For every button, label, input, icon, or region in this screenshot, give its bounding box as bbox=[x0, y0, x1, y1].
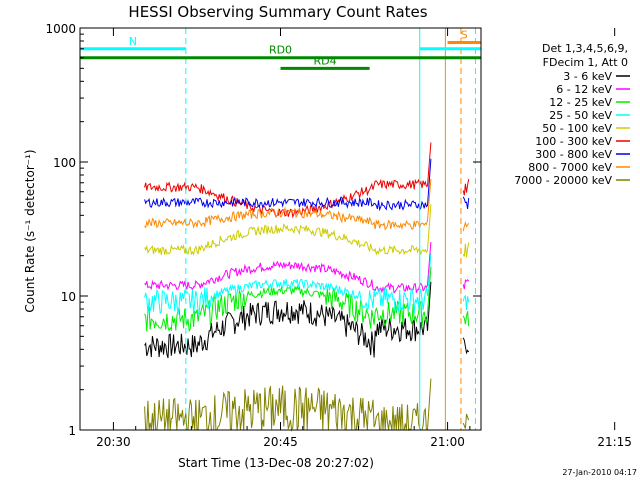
x-tick-label: 20:30 bbox=[96, 435, 131, 449]
x-tick-label: 21:00 bbox=[430, 435, 465, 449]
footer-date: 27-Jan-2010 04:17 bbox=[562, 468, 637, 477]
series-line-segment bbox=[462, 278, 470, 290]
legend-label: 6 - 12 keV bbox=[556, 83, 612, 96]
series-line bbox=[144, 378, 432, 432]
legend-header: Det 1,3,4,5,6,9, bbox=[542, 42, 628, 55]
y-tick-label: 100 bbox=[53, 156, 76, 170]
series-line-segment bbox=[462, 311, 470, 327]
series-line-segment bbox=[462, 413, 470, 429]
state-label: RD0 bbox=[269, 44, 292, 57]
series-line bbox=[144, 142, 432, 219]
y-tick-label: 1000 bbox=[45, 22, 76, 36]
state-label: RD4 bbox=[313, 54, 336, 67]
series-line-segment bbox=[462, 242, 470, 258]
legend-label: 25 - 50 keV bbox=[549, 109, 612, 122]
series-line bbox=[144, 204, 432, 256]
legend-label: 3 - 6 keV bbox=[563, 70, 612, 83]
series-line-segment bbox=[462, 294, 470, 311]
series-line-segment bbox=[462, 337, 470, 355]
series-layer bbox=[144, 142, 470, 432]
x-tick-label: 20:45 bbox=[263, 435, 298, 449]
legend-header: FDecim 1, Att 0 bbox=[543, 56, 628, 69]
series-line bbox=[144, 253, 432, 316]
x-tick-label: 21:15 bbox=[597, 435, 632, 449]
state-label: S bbox=[461, 28, 468, 41]
legend-label: 800 - 7000 keV bbox=[528, 161, 612, 174]
x-axis-label: Start Time (13-Dec-08 20:27:02) bbox=[178, 456, 374, 470]
y-tick-label: 10 bbox=[61, 290, 76, 304]
legend: Det 1,3,4,5,6,9,FDecim 1, Att 03 - 6 keV… bbox=[514, 42, 630, 187]
overlay-layer: N S RD0 RD4 bbox=[80, 28, 481, 430]
state-label: N bbox=[129, 35, 137, 48]
y-tick-label: 1 bbox=[68, 424, 76, 438]
series-line bbox=[144, 266, 432, 333]
legend-label: 300 - 800 keV bbox=[535, 148, 612, 161]
legend-label: 50 - 100 keV bbox=[542, 122, 612, 135]
legend-label: 7000 - 20000 keV bbox=[514, 174, 612, 187]
series-line bbox=[144, 241, 432, 294]
series-line bbox=[144, 281, 432, 359]
series-line-segment bbox=[462, 179, 470, 196]
y-axis: 1 10 100 1000 bbox=[45, 22, 481, 438]
series-line bbox=[144, 158, 432, 212]
series-line bbox=[144, 178, 432, 231]
series-line-segment bbox=[462, 196, 470, 209]
series-line-segment bbox=[462, 221, 470, 232]
chart-title: HESSI Observing Summary Count Rates bbox=[128, 3, 427, 21]
y-axis-label: Count Rate (s⁻¹ detector⁻¹) bbox=[23, 149, 37, 312]
legend-label: 100 - 300 keV bbox=[535, 135, 612, 148]
legend-label: 12 - 25 keV bbox=[549, 96, 612, 109]
